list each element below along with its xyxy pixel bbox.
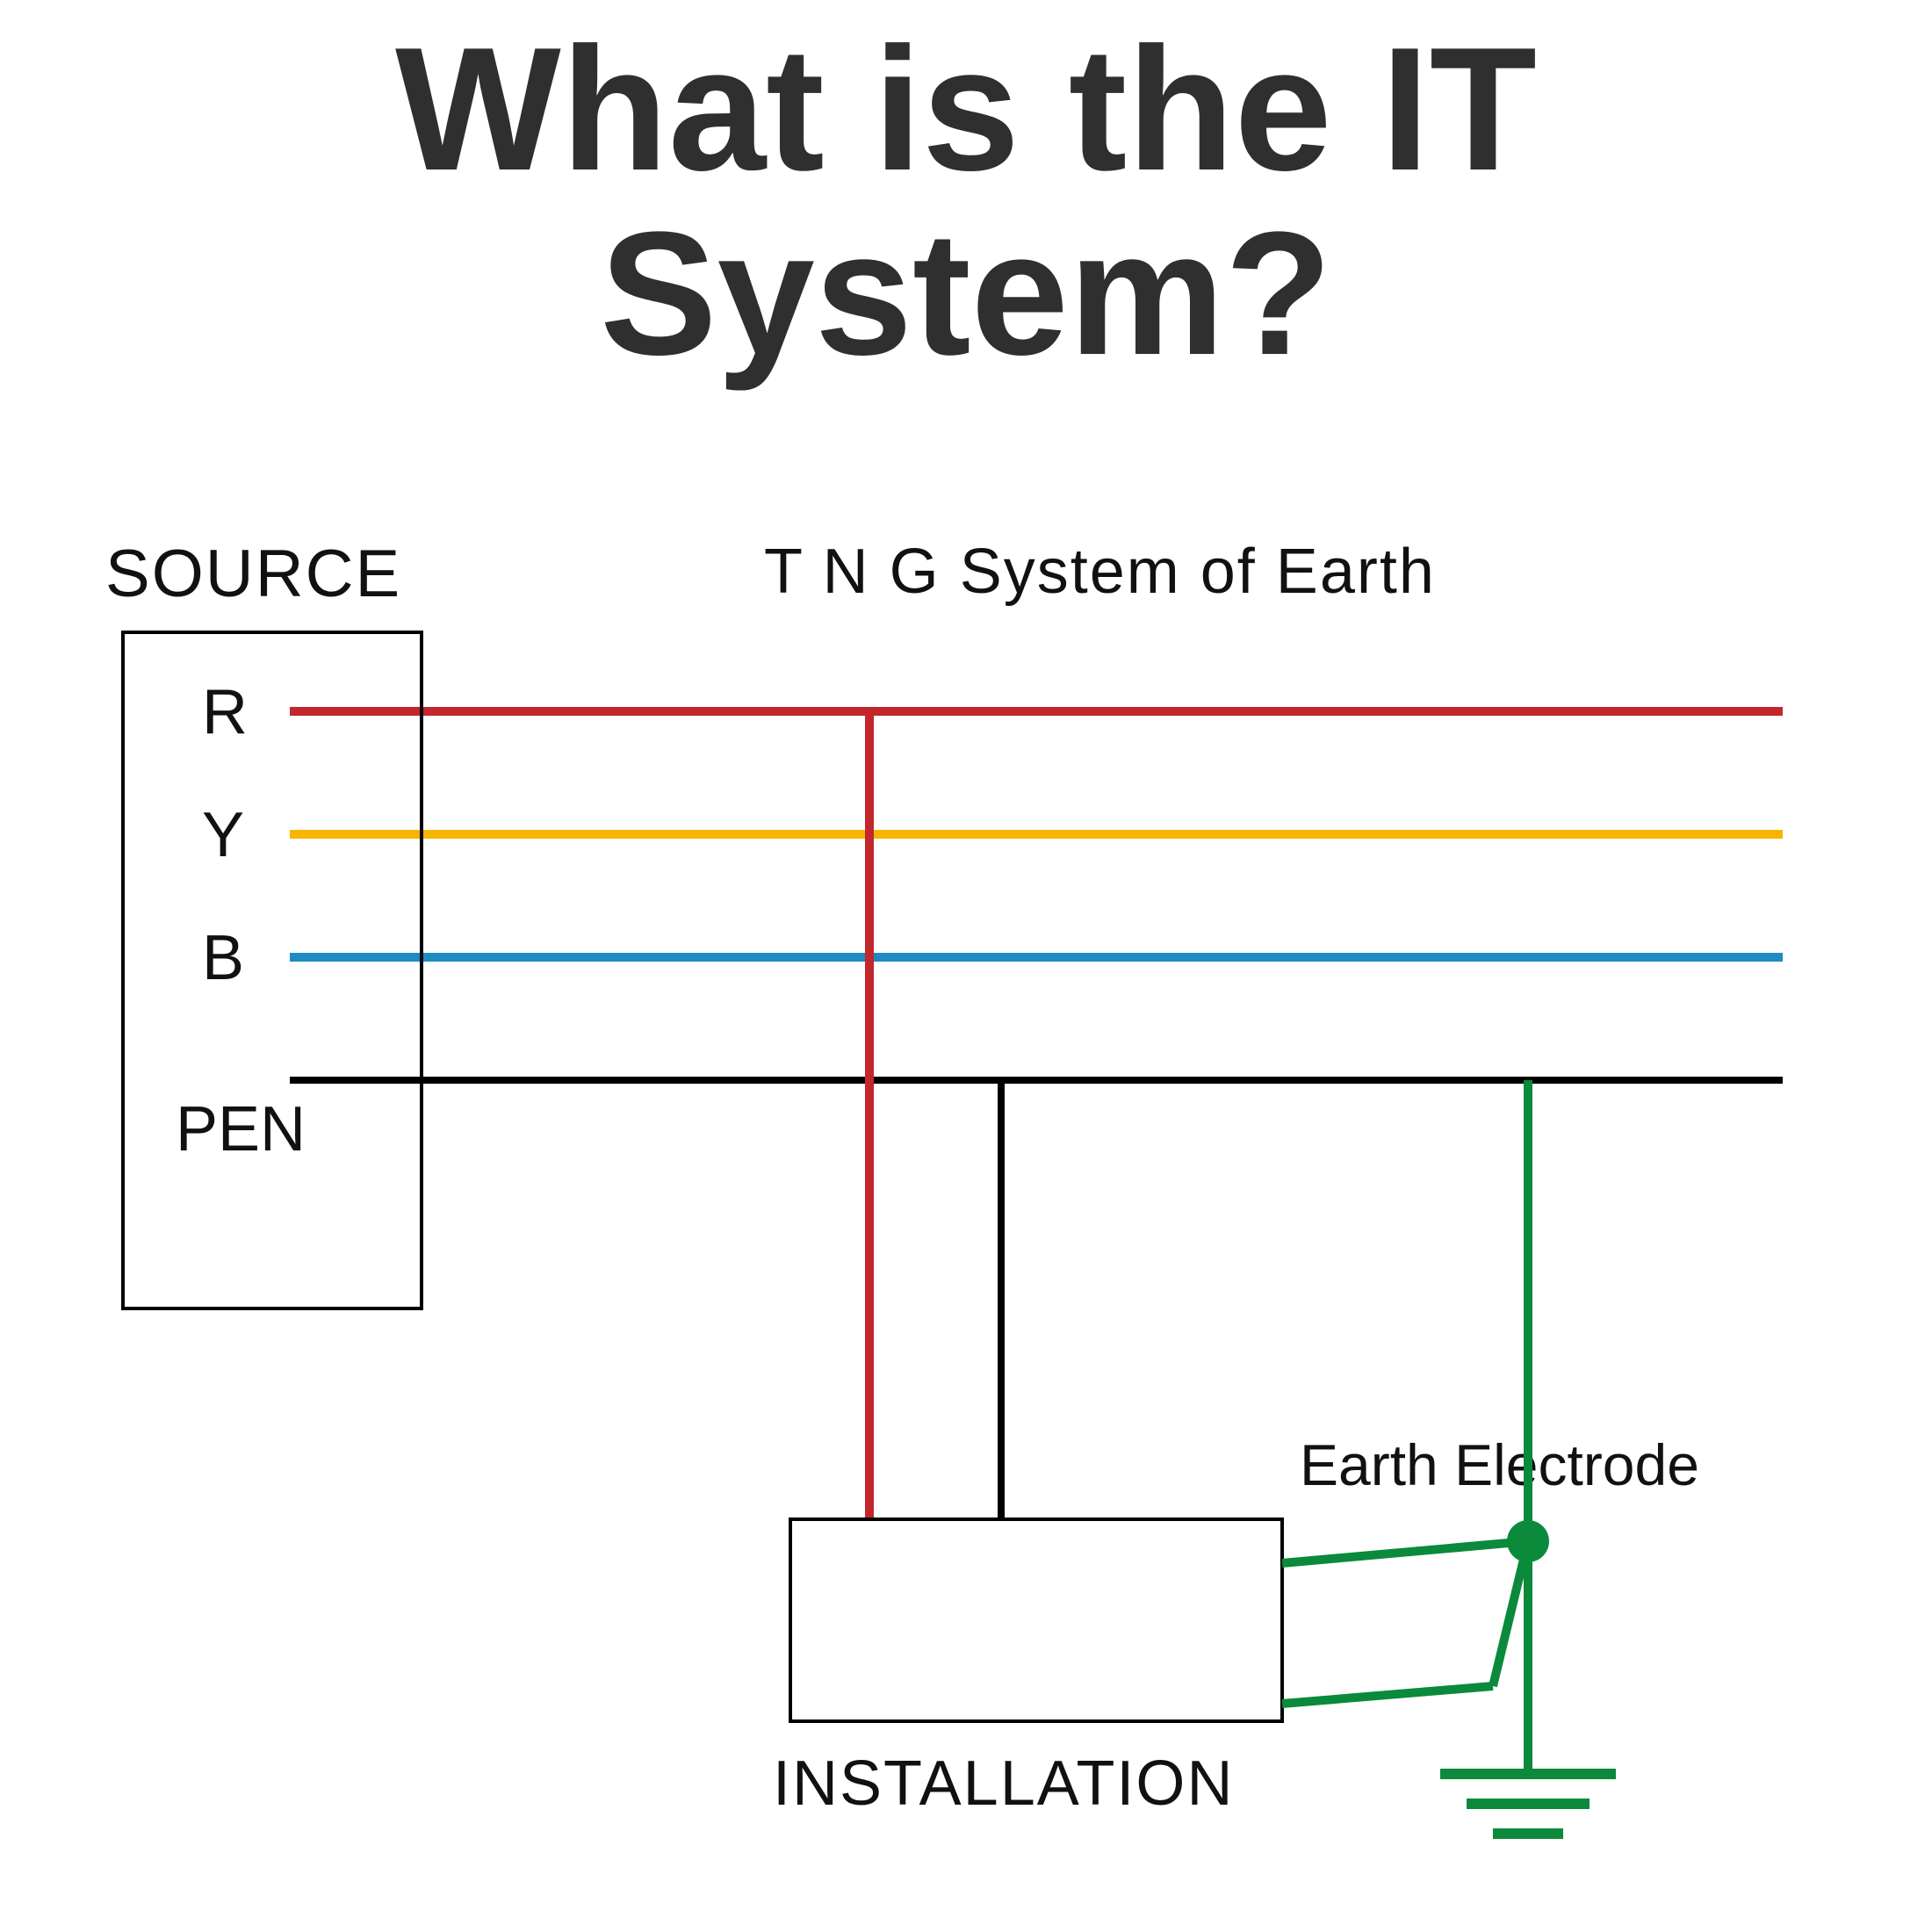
earth-link-diag: [1493, 1541, 1528, 1686]
earth-node: [1507, 1520, 1549, 1562]
wiring-svg: [0, 0, 1932, 1932]
earth-link-top: [1282, 1541, 1528, 1563]
source-box: [123, 632, 422, 1308]
earth-link-bottom: [1282, 1686, 1493, 1704]
diagram-canvas: What is the IT System? SOURCE T N G Syst…: [0, 0, 1932, 1932]
installation-box: [790, 1519, 1282, 1721]
